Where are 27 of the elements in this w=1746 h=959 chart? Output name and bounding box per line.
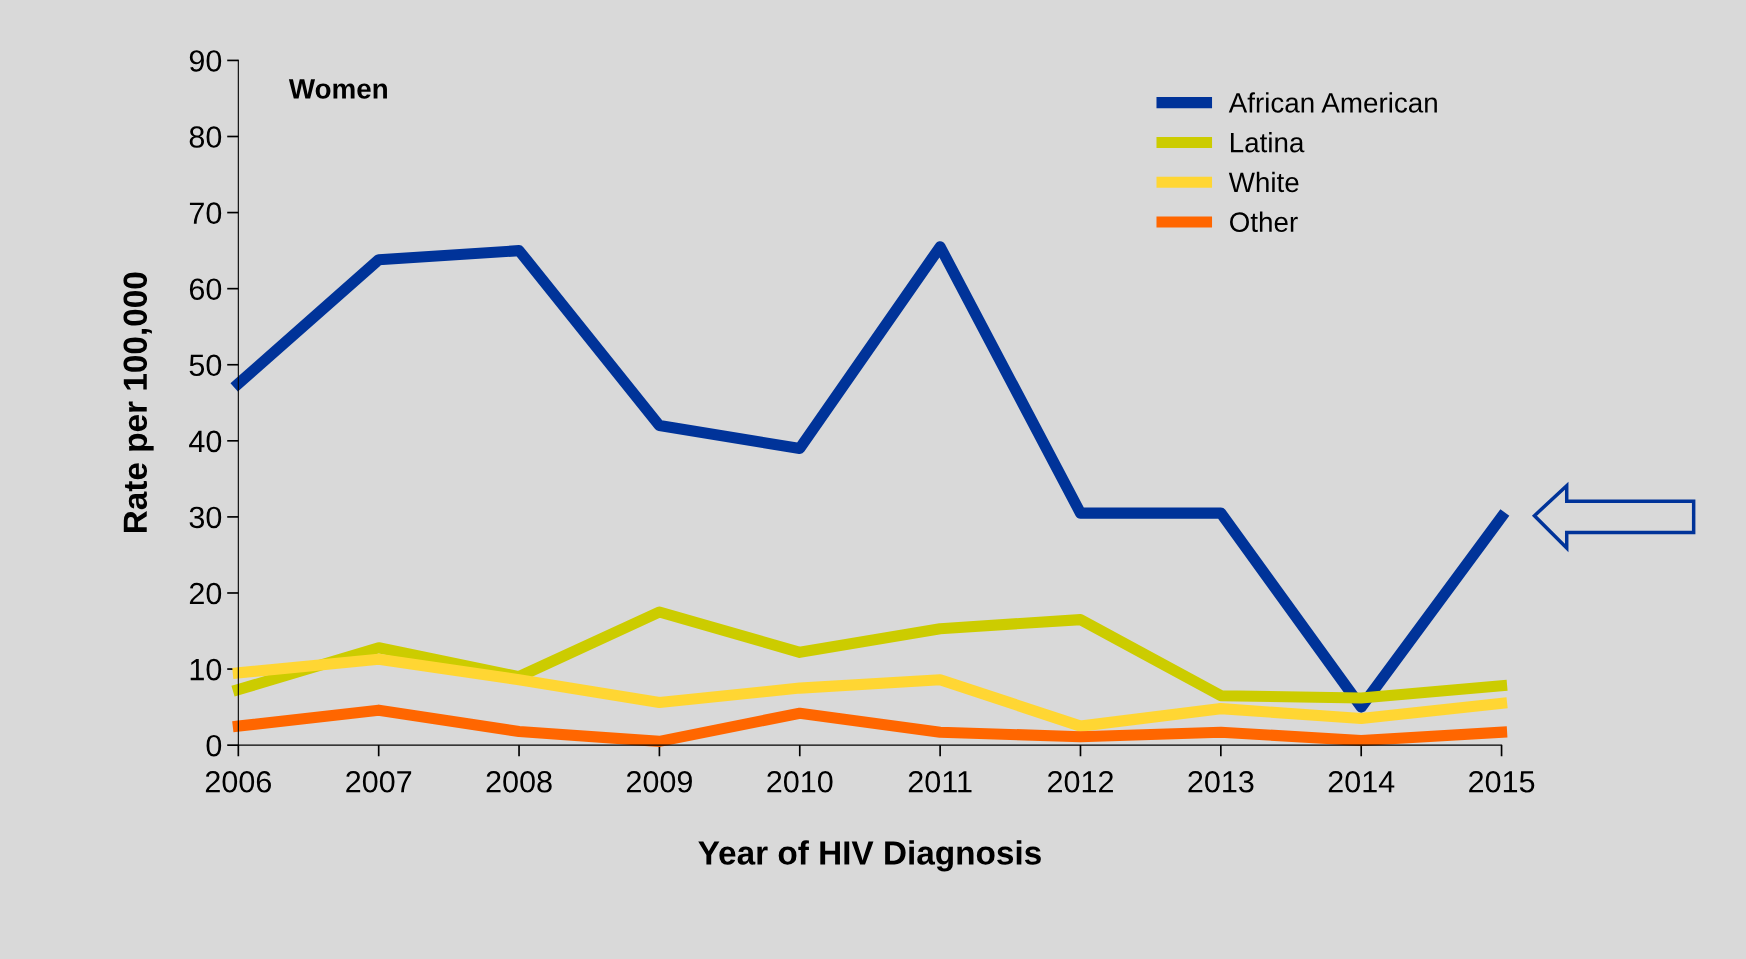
y-tick-label: 70 [189, 202, 222, 224]
x-tick-label: 2013 [1188, 770, 1254, 793]
x-tick-label: 2010 [767, 770, 833, 793]
y-tick-label: 90 [189, 50, 222, 72]
legend-label: White [1228, 171, 1299, 193]
x-tick-label: 2011 [908, 770, 972, 793]
y-tick-label: 10 [190, 658, 222, 681]
legend-label: Other [1230, 211, 1298, 233]
y-tick-label: 30 [189, 506, 222, 529]
annotation: Women [288, 79, 387, 99]
legend-label: African American [1228, 92, 1437, 113]
y-tick-label: 20 [189, 582, 222, 605]
x-tick-label: 2015 [1469, 770, 1535, 793]
legend-label: Latina [1230, 132, 1305, 153]
y-axis-title: Rate per 100,000 [123, 272, 154, 533]
x-tick-label: 2014 [1328, 770, 1395, 793]
x-tick-label: 2012 [1048, 770, 1113, 793]
x-tick-label: 2009 [626, 770, 692, 793]
x-tick-label: 2006 [205, 770, 271, 793]
x-tick-label: 2008 [486, 770, 552, 793]
y-tick-label: 40 [189, 430, 222, 453]
y-tick-label: 50 [189, 354, 222, 377]
y-tick-label: 60 [189, 278, 222, 301]
y-tick-label: 0 [206, 734, 222, 757]
y-tick-label: 80 [189, 126, 222, 148]
x-axis-title: Year of HIV Diagnosis [698, 840, 1041, 872]
x-tick-label: 2007 [346, 770, 412, 793]
